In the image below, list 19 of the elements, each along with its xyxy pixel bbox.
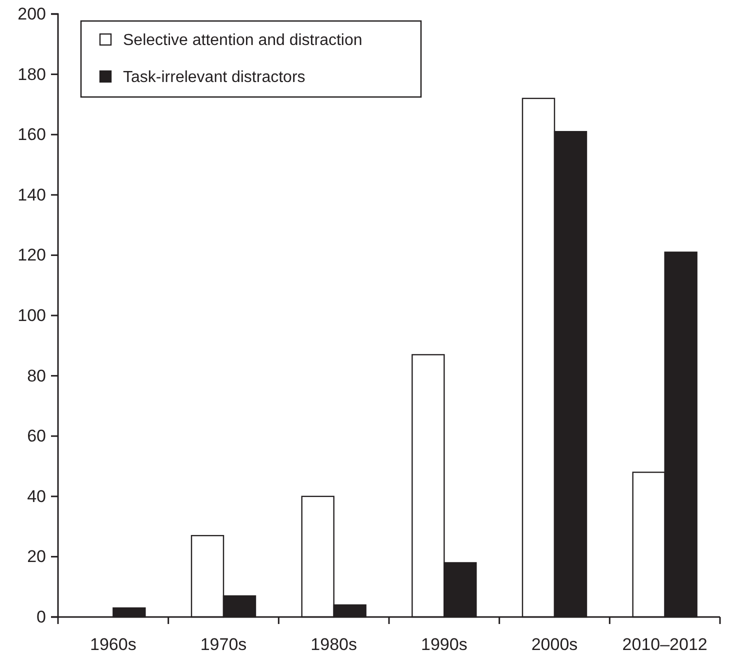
y-tick-label: 40: [27, 486, 46, 506]
y-tick-label: 100: [18, 306, 46, 325]
x-tick-label: 2010–2012: [622, 635, 708, 654]
legend-label: Selective attention and distraction: [123, 32, 362, 49]
x-tick-label: 1960s: [90, 635, 136, 654]
y-tick-label: 180: [18, 64, 46, 84]
y-tick-label: 80: [27, 366, 46, 386]
legend-label: Task-irrelevant distractors: [123, 69, 306, 86]
y-tick-label: 140: [18, 185, 46, 204]
y-tick-label: 60: [27, 426, 46, 446]
x-tick-label: 1990s: [421, 635, 468, 654]
y-tick-label: 20: [27, 547, 46, 566]
y-tick-label: 120: [18, 246, 46, 265]
y-tick-label: 0: [36, 607, 46, 626]
y-tick-label: 160: [18, 125, 46, 144]
y-tick-label: 200: [18, 4, 46, 24]
x-tick-label: 1980s: [310, 635, 357, 654]
x-tick-label: 1970s: [200, 635, 247, 654]
x-tick-label: 2000s: [531, 635, 578, 654]
